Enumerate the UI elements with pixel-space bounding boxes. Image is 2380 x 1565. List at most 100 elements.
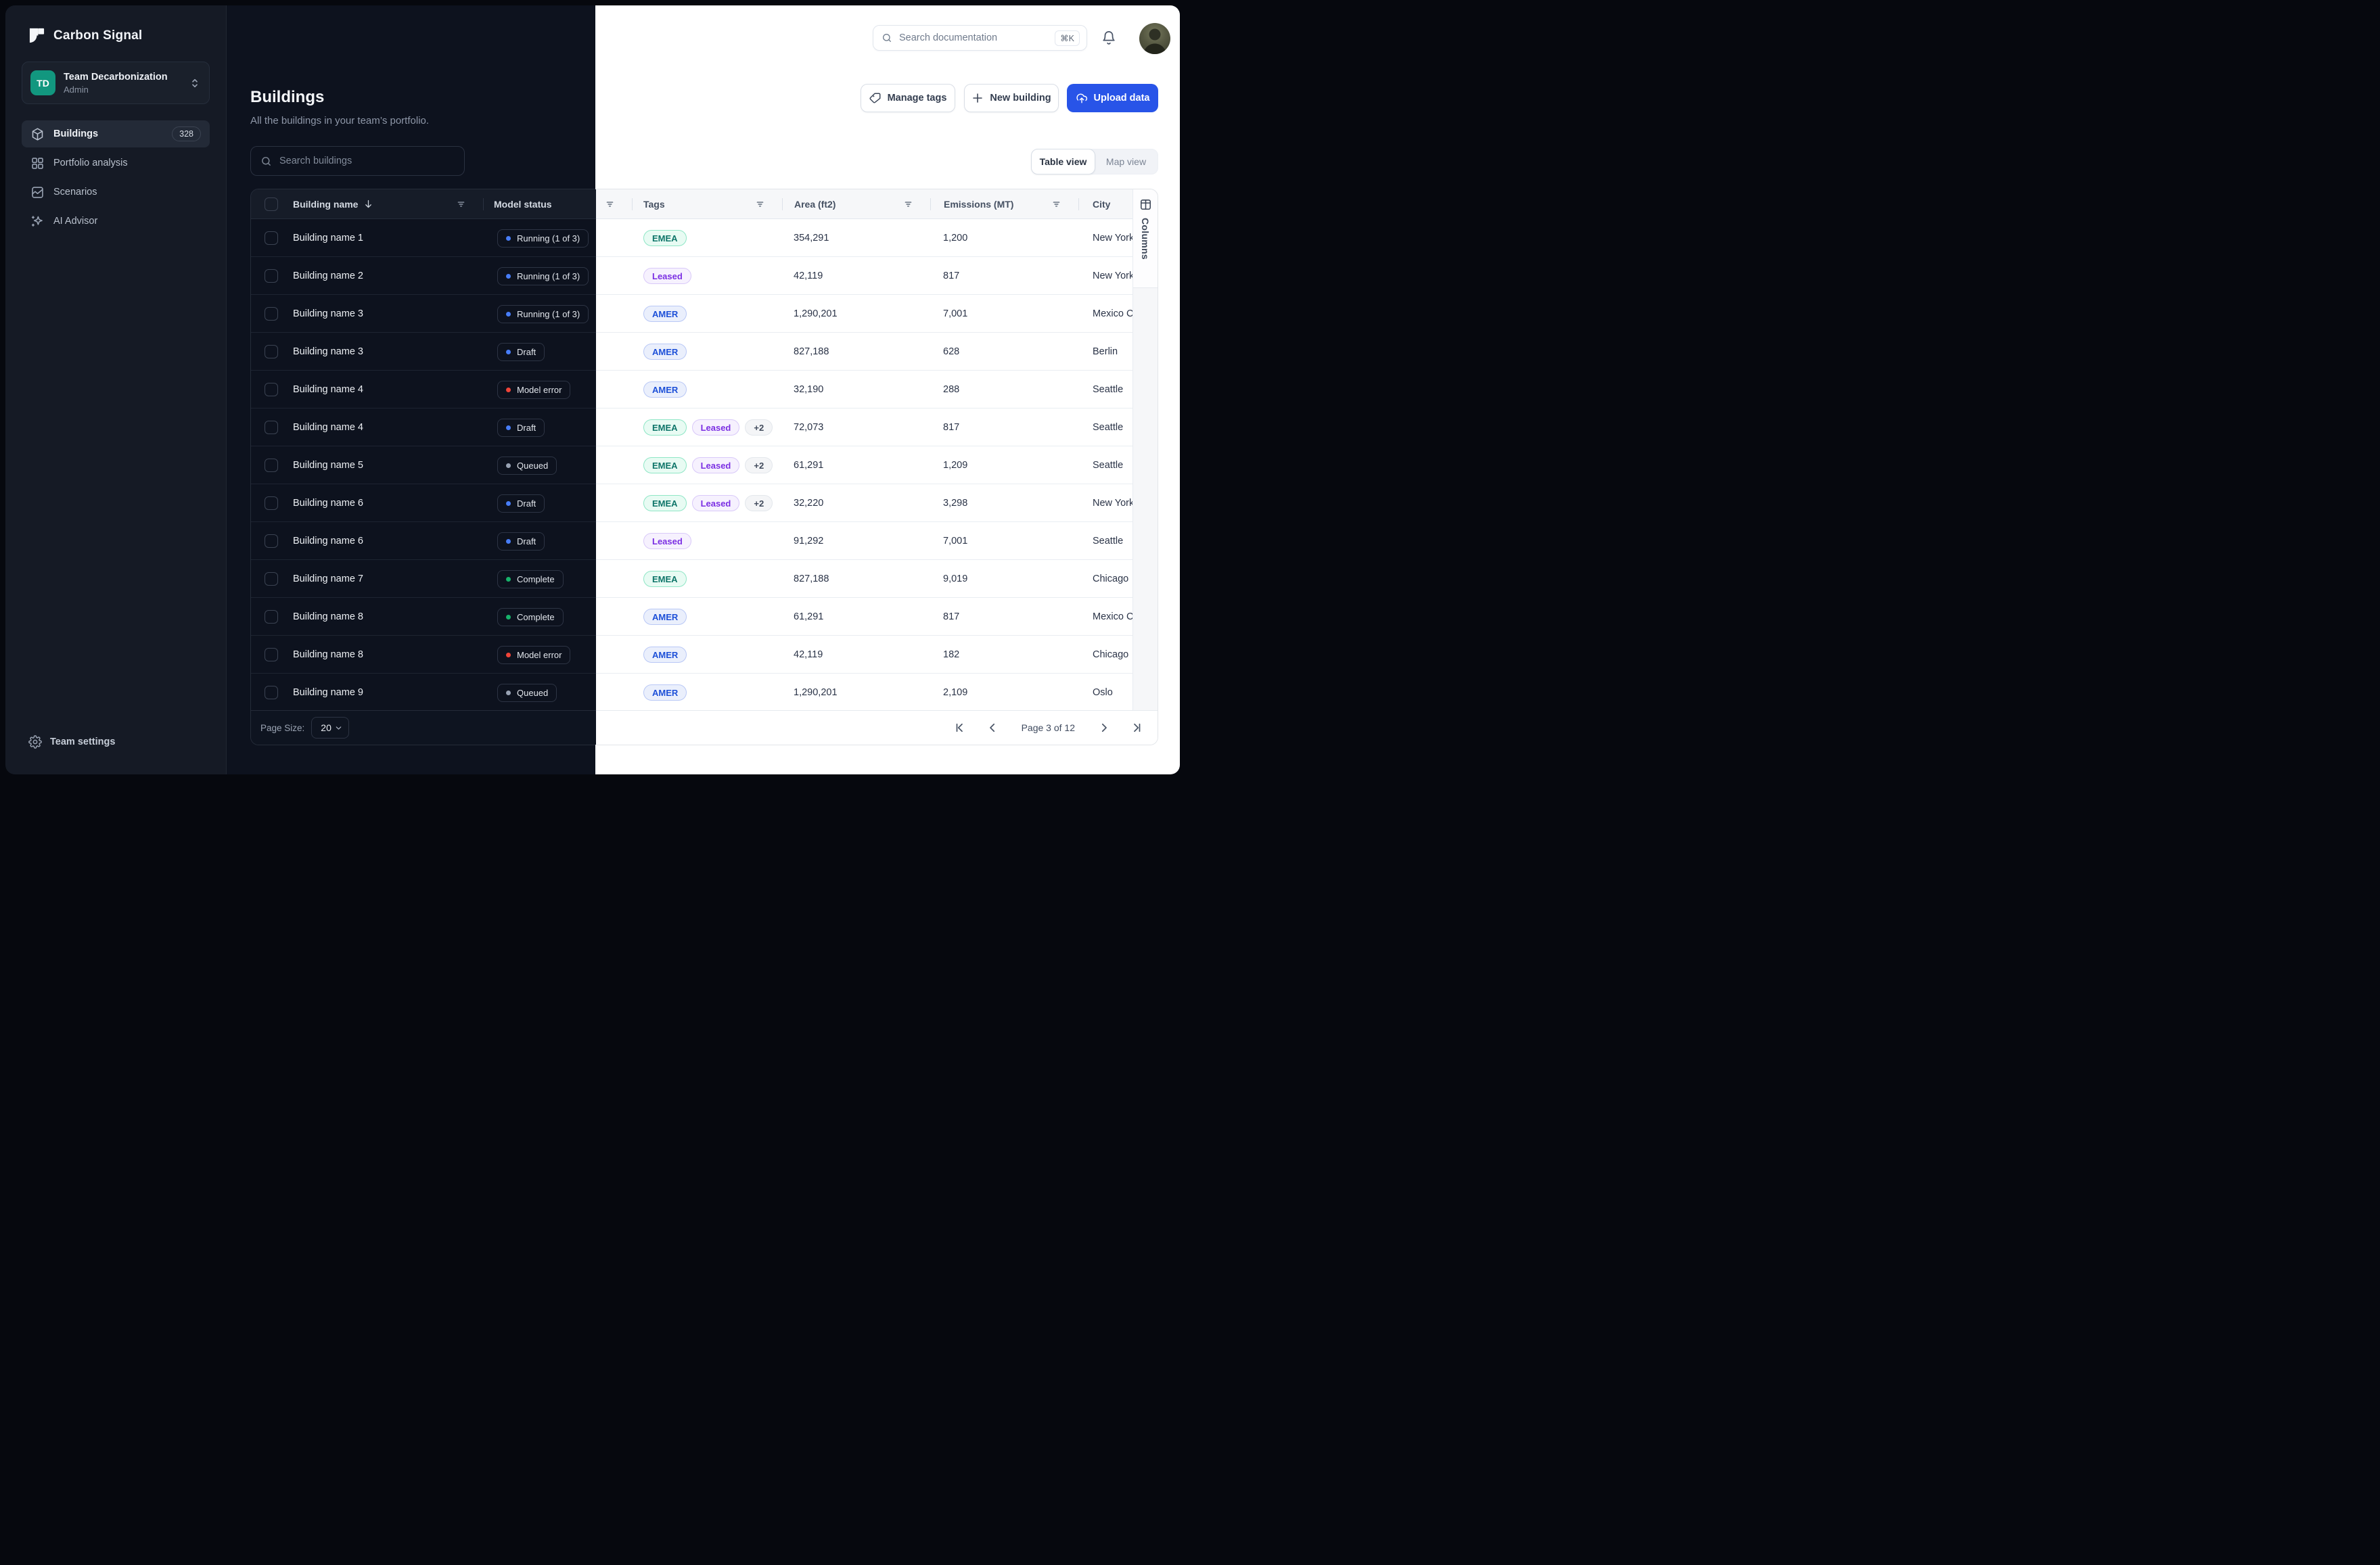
table-footer: Page Size: 20 Page 3 of 12 <box>251 710 1158 745</box>
status-dot-icon <box>506 690 511 695</box>
row-checkbox[interactable] <box>265 686 278 699</box>
tags-cell: Leased <box>633 533 783 549</box>
tag-pill: AMER <box>643 381 687 398</box>
table-row[interactable]: Building name 4 Model error AMER 32,190 … <box>251 371 1158 408</box>
tag-pill: Leased <box>691 419 740 436</box>
first-page-icon[interactable] <box>954 722 966 734</box>
status-dot-icon <box>506 311 511 317</box>
sidebar-item-scenarios[interactable]: Scenarios <box>22 179 210 206</box>
row-checkbox[interactable] <box>265 269 278 283</box>
user-avatar[interactable] <box>1139 23 1170 54</box>
emissions-cell: 7,001 <box>943 308 968 319</box>
table-row[interactable]: Building name 6 Draft Leased 91,292 7,00… <box>251 522 1158 560</box>
row-checkbox[interactable] <box>265 345 278 358</box>
emissions-cell: 9,019 <box>943 574 968 584</box>
team-switcher[interactable]: TD Team Decarbonization Admin <box>22 62 210 104</box>
tab-map-view[interactable]: Map view <box>1105 156 1147 167</box>
table-row[interactable]: Building name 1 Running (1 of 3) EMEA 35… <box>251 219 1158 257</box>
model-status-cell: Running (1 of 3) <box>484 229 633 248</box>
filter-icon[interactable] <box>456 200 466 209</box>
table-row[interactable]: Building name 5 Queued EMEA Leased +2 61,2… <box>251 446 1158 484</box>
model-status-cell: Draft <box>484 494 633 513</box>
column-header-city[interactable]: City <box>1093 198 1111 210</box>
building-name-cell: Building name 8 <box>293 649 363 660</box>
tab-table-view[interactable]: Table view <box>1031 149 1095 174</box>
previous-page-icon[interactable] <box>986 722 999 734</box>
column-header-area[interactable]: Area (ft2) <box>783 189 931 218</box>
last-page-icon[interactable] <box>1130 722 1143 734</box>
building-name-cell: Building name 5 <box>293 460 363 471</box>
cube-icon <box>32 127 43 141</box>
row-checkbox[interactable] <box>265 459 278 472</box>
search-buildings-placeholder: Search buildings <box>279 156 352 166</box>
upload-data-button[interactable]: Upload data <box>1067 84 1158 112</box>
column-header-tags[interactable]: Tags <box>633 189 783 218</box>
model-status-cell: Draft <box>484 532 633 551</box>
upload-data-label: Upload data <box>1093 93 1150 103</box>
tag-pill: AMER <box>643 306 687 322</box>
filter-icon[interactable] <box>1051 200 1061 209</box>
status-dot-icon <box>506 538 511 544</box>
table-row[interactable]: Building name 8 Complete AMER 61,291 817… <box>251 598 1158 636</box>
sidebar-item-label: Scenarios <box>53 187 97 197</box>
new-building-button[interactable]: New building <box>964 84 1059 112</box>
status-badge: Queued <box>497 456 557 475</box>
team-settings-button[interactable]: Team settings <box>28 735 115 749</box>
row-checkbox[interactable] <box>265 231 278 245</box>
column-header-building-name[interactable]: Building name <box>293 189 484 218</box>
building-name-cell: Building name 8 <box>293 611 363 622</box>
gear-icon <box>28 735 42 749</box>
row-checkbox[interactable] <box>265 572 278 586</box>
area-cell: 1,290,201 <box>794 687 838 698</box>
manage-tags-label: Manage tags <box>887 93 947 103</box>
table-row[interactable]: Building name 2 Running (1 of 3) Leased … <box>251 257 1158 295</box>
table-row[interactable]: Building name 7 Complete EMEA 827,188 9,… <box>251 560 1158 598</box>
filter-icon[interactable] <box>605 200 615 209</box>
avatar-silhouette <box>1143 28 1166 54</box>
row-checkbox[interactable] <box>265 648 278 661</box>
table-row[interactable]: Building name 3 Draft AMER 827,188 628 B… <box>251 333 1158 371</box>
city-cell: Mexico City <box>1093 611 1143 622</box>
filter-icon[interactable] <box>755 200 765 209</box>
sidebar-item-label: Portfolio analysis <box>53 158 128 168</box>
model-status-cell: Complete <box>484 569 633 588</box>
tags-cell: AMER <box>633 306 783 322</box>
status-badge: Queued <box>497 683 557 702</box>
page-size-select[interactable]: 20 <box>311 717 350 739</box>
model-status-cell: Model error <box>484 645 633 664</box>
search-buildings-input[interactable]: Search buildings <box>250 146 465 176</box>
status-badge: Draft <box>497 342 545 361</box>
next-page-icon[interactable] <box>1098 722 1110 734</box>
column-header-model-status[interactable]: Model status <box>484 189 633 218</box>
filter-icon[interactable] <box>903 200 913 209</box>
main-content: Search documentation ⌘K Manage tags New … <box>227 5 1180 774</box>
row-checkbox[interactable] <box>265 496 278 510</box>
building-name-cell: Building name 4 <box>293 422 363 433</box>
model-status-cell: Queued <box>484 456 633 475</box>
plus-icon <box>973 93 983 103</box>
select-all-checkbox[interactable] <box>265 197 278 211</box>
team-settings-label: Team settings <box>50 737 116 747</box>
table-row[interactable]: Building name 9 Queued AMER 1,290,201 2,… <box>251 674 1158 711</box>
table-row[interactable]: Building name 6 Draft EMEA Leased +2 32,22… <box>251 484 1158 522</box>
table-row[interactable]: Building name 3 Running (1 of 3) AMER 1,… <box>251 295 1158 333</box>
columns-panel-button[interactable]: Columns <box>1133 189 1158 288</box>
row-checkbox[interactable] <box>265 307 278 321</box>
sidebar-item-ai-advisor[interactable]: AI Advisor <box>22 208 210 235</box>
row-checkbox[interactable] <box>265 534 278 548</box>
search-documentation-input[interactable]: Search documentation ⌘K <box>873 25 1087 51</box>
row-checkbox[interactable] <box>265 421 278 434</box>
emissions-cell: 3,298 <box>943 498 968 509</box>
row-checkbox[interactable] <box>265 610 278 624</box>
row-checkbox[interactable] <box>265 383 278 396</box>
table-row[interactable]: Building name 8 Model error AMER 42,119 … <box>251 636 1158 674</box>
notifications-bell-icon[interactable] <box>1101 30 1116 45</box>
building-name-cell: Building name 1 <box>293 233 363 243</box>
column-header-emissions[interactable]: Emissions (MT) <box>931 189 1079 218</box>
sidebar-item-buildings[interactable]: Buildings 328 <box>22 120 210 147</box>
manage-tags-button[interactable]: Manage tags <box>861 84 955 112</box>
sidebar-item-label: AI Advisor <box>53 216 98 227</box>
status-dot-icon <box>506 463 511 468</box>
table-row[interactable]: Building name 4 Draft EMEA Leased +2 72,07… <box>251 408 1158 446</box>
sidebar-item-portfolio-analysis[interactable]: Portfolio analysis <box>22 149 210 177</box>
